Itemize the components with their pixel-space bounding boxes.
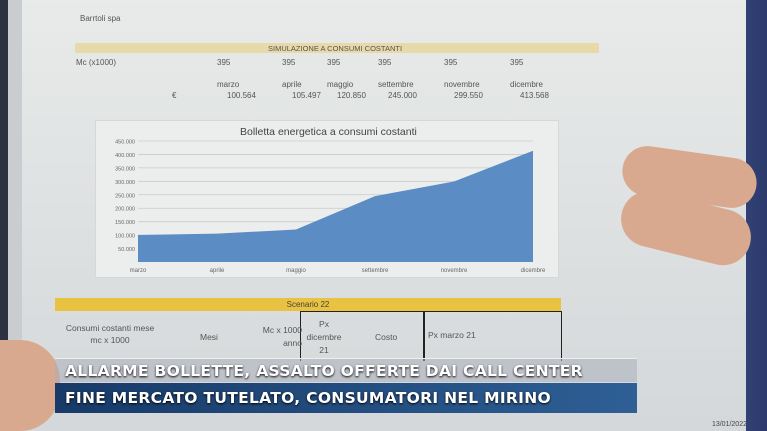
y-tick-label: 150.000	[115, 220, 135, 226]
section-band	[75, 43, 599, 53]
mc-value: 395	[282, 58, 296, 67]
mc-value: 395	[378, 58, 392, 67]
y-tick-label: 300.000	[115, 180, 135, 186]
x-tick-label: aprile	[210, 268, 225, 274]
currency-label: €	[172, 91, 177, 100]
company-name: Barrtoli spa	[80, 14, 121, 23]
x-tick-label: dicembre	[521, 268, 546, 274]
header-mc-anno: Mc x 1000 anno	[262, 325, 302, 348]
month-label: dicembre	[510, 80, 543, 89]
chart-title: Bolletta energetica a consumi costanti	[240, 126, 417, 138]
area-series	[138, 150, 533, 262]
y-tick-label: 450.000	[115, 140, 135, 146]
y-tick-label: 400.000	[115, 153, 135, 159]
header-consumi: Consumi costanti mese mc x 1000	[65, 323, 155, 345]
euro-value: 413.568	[520, 91, 549, 100]
mc-label: Mc (x1000)	[76, 58, 117, 67]
month-label: marzo	[217, 80, 240, 89]
x-tick-label: settembre	[362, 268, 389, 274]
y-tick-label: 100.000	[115, 234, 135, 240]
month-label: novembre	[444, 80, 480, 89]
date-stamp: 13/01/2022	[711, 421, 747, 428]
mc-value: 395	[510, 58, 524, 67]
mc-value: 395	[327, 58, 341, 67]
mc-value: 395	[444, 58, 458, 67]
euro-value: 245.000	[388, 91, 417, 100]
x-tick-label: marzo	[130, 268, 147, 274]
month-label: maggio	[327, 80, 354, 89]
ticker-subheadline: FINE MERCATO TUTELATO, CONSUMATORI NEL M…	[55, 383, 637, 413]
section-title: SIMULAZIONE A CONSUMI COSTANTI	[268, 44, 403, 53]
x-tick-label: novembre	[441, 268, 468, 274]
y-tick-label: 350.000	[115, 166, 135, 172]
y-tick-label: 50.000	[118, 247, 135, 253]
header-costo: Costo	[375, 332, 398, 342]
euro-value: 100.564	[227, 91, 256, 100]
x-tick-label: maggio	[286, 268, 306, 274]
month-label: settembre	[378, 80, 414, 89]
month-label: aprile	[282, 80, 302, 89]
left-hand	[0, 340, 60, 431]
y-tick-label: 250.000	[115, 193, 135, 199]
euro-value: 105.497	[292, 91, 321, 100]
header-px-marzo: Px marzo 21	[428, 330, 476, 340]
header-px-dicembre: Px dicembre 21	[306, 319, 342, 355]
scenario-header: Scenario 22	[55, 298, 561, 311]
euro-value: 120.850	[337, 91, 366, 100]
header-mesi: Mesi	[200, 332, 218, 342]
y-tick-label: 200.000	[115, 207, 135, 213]
table-divider	[423, 311, 425, 361]
ticker-headline: ALLARME BOLLETTE, ASSALTO OFFERTE DAI CA…	[55, 358, 637, 382]
euro-value: 299.550	[454, 91, 483, 100]
mc-value: 395	[217, 58, 231, 67]
scenario-table-box	[300, 311, 562, 361]
